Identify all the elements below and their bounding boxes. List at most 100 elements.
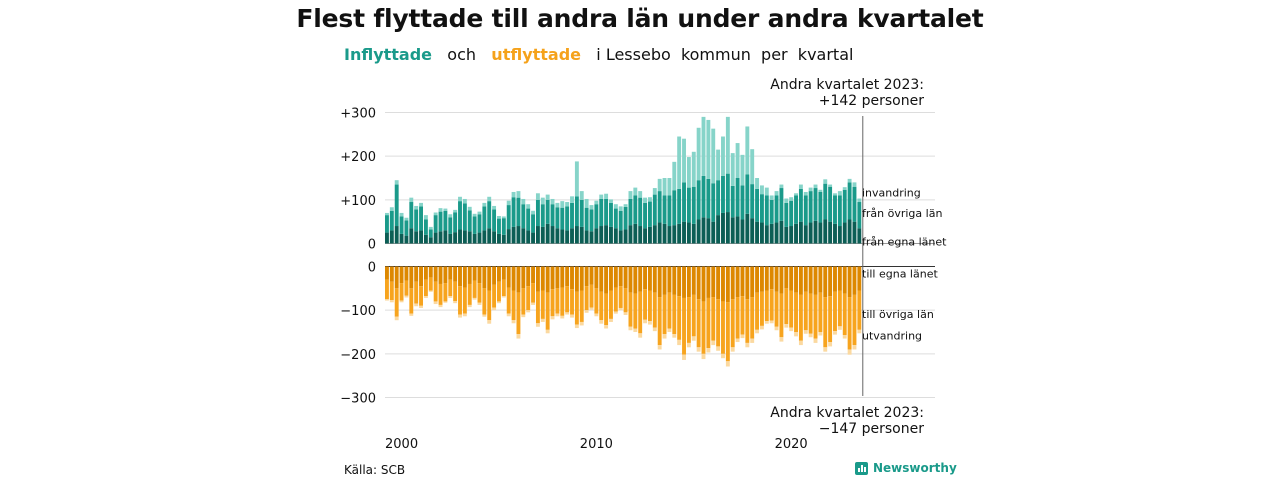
bar-in-egna	[628, 225, 633, 244]
bar-in-egna	[458, 229, 462, 244]
brand-logo[interactable]: Newsworthy	[855, 461, 957, 475]
bar-in-ovriga	[511, 197, 516, 227]
bar-in-invandring	[389, 207, 394, 211]
bar-in-ovriga	[691, 186, 696, 224]
bar-in-ovriga	[540, 204, 545, 227]
bar-ut-egna	[545, 266, 550, 293]
bar-ut-egna	[589, 266, 594, 285]
bar-ut-utvandring	[779, 337, 784, 342]
bar-ut-egna	[803, 266, 808, 292]
series-label-utvandring: utvandring	[862, 329, 922, 342]
bar-ut-ovriga	[638, 291, 643, 334]
bar-ut-utvandring	[686, 342, 691, 348]
bar-in-invandring	[667, 178, 672, 196]
bar-in-ovriga	[784, 202, 789, 227]
bar-ut-egna	[643, 266, 648, 290]
bar-ut-egna	[725, 266, 730, 303]
bar-ut-egna	[613, 266, 618, 288]
bar-in-egna	[589, 231, 594, 244]
bar-in-egna	[477, 232, 482, 244]
bar-in-egna	[647, 226, 652, 244]
bar-in-egna	[769, 223, 774, 244]
bar-ut-ovriga	[774, 291, 779, 327]
bar-in-egna	[526, 230, 531, 244]
bar-in-invandring	[745, 126, 750, 175]
bar-in-ovriga	[419, 206, 423, 231]
bar-in-ovriga	[438, 211, 443, 232]
bar-in-invandring	[467, 206, 472, 211]
bar-in-ovriga	[789, 200, 794, 227]
bar-in-egna	[803, 225, 808, 244]
bar-in-ovriga	[808, 191, 813, 223]
bar-in-egna	[516, 226, 521, 244]
bar-ut-ovriga	[428, 277, 433, 291]
bar-ut-utvandring	[467, 304, 472, 308]
bar-in-ovriga	[404, 220, 409, 236]
bar-ut-egna	[647, 266, 652, 291]
bar-ut-utvandring	[794, 332, 798, 337]
bar-in-ovriga	[467, 210, 472, 232]
bar-ut-utvandring	[818, 332, 823, 336]
bar-ut-egna	[662, 266, 667, 295]
bar-ut-ovriga	[657, 297, 662, 346]
bar-ut-utvandring	[613, 311, 618, 314]
bar-in-invandring	[506, 200, 511, 206]
bar-in-invandring	[599, 194, 604, 199]
bar-ut-egna	[458, 266, 462, 287]
brand-name: Newsworthy	[873, 461, 957, 475]
bar-in-egna	[672, 225, 677, 244]
bar-in-invandring	[691, 151, 696, 187]
bar-in-invandring	[404, 217, 409, 221]
bar-in-egna	[570, 228, 574, 244]
bar-ut-ovriga	[764, 290, 769, 322]
bar-in-invandring	[472, 213, 477, 217]
bar-in-egna	[394, 226, 399, 244]
bars-inflyttade	[385, 116, 862, 244]
bar-in-egna	[755, 221, 760, 244]
bar-in-invandring	[725, 116, 730, 174]
bar-ut-utvandring	[609, 318, 613, 322]
bar-ut-ovriga	[467, 283, 472, 305]
bar-ut-egna	[448, 266, 453, 280]
bar-in-invandring	[438, 208, 443, 212]
bar-in-invandring	[385, 212, 389, 216]
bar-in-egna	[837, 226, 842, 244]
bar-ut-ovriga	[550, 289, 555, 317]
bar-in-invandring	[672, 161, 677, 191]
bar-in-ovriga	[823, 183, 828, 220]
bar-in-egna	[818, 222, 823, 244]
bar-in-egna	[711, 221, 716, 244]
bar-ut-ovriga	[423, 279, 428, 297]
bar-ut-egna	[808, 266, 813, 294]
bar-ut-utvandring	[433, 301, 438, 305]
bar-in-ovriga	[857, 202, 862, 229]
bar-ut-egna	[511, 266, 516, 291]
bar-in-ovriga	[662, 195, 667, 224]
bar-ut-ovriga	[570, 289, 574, 315]
bar-ut-utvandring	[521, 314, 526, 318]
bar-in-egna	[652, 225, 657, 244]
bar-in-ovriga	[462, 203, 467, 231]
bar-ut-ovriga	[438, 283, 443, 305]
bar-in-ovriga	[730, 185, 735, 218]
bar-in-egna	[414, 231, 419, 244]
bar-in-ovriga	[604, 198, 609, 226]
bar-in-ovriga	[555, 207, 560, 229]
bar-ut-ovriga	[696, 299, 701, 348]
bar-in-invandring	[808, 187, 813, 192]
bar-in-egna	[511, 226, 516, 244]
bar-in-invandring	[511, 191, 516, 198]
bar-in-ovriga	[531, 214, 535, 233]
bar-in-egna	[764, 225, 769, 244]
bar-in-invandring	[696, 127, 701, 181]
bar-ut-utvandring	[852, 345, 857, 350]
bar-ut-egna	[453, 266, 458, 282]
bar-in-invandring	[657, 178, 662, 192]
bar-ut-egna	[506, 266, 511, 288]
bar-in-egna	[574, 226, 579, 244]
bar-in-ovriga	[516, 197, 521, 227]
bar-in-ovriga	[394, 184, 399, 227]
bar-in-invandring	[837, 191, 842, 196]
bar-in-invandring	[428, 226, 433, 230]
